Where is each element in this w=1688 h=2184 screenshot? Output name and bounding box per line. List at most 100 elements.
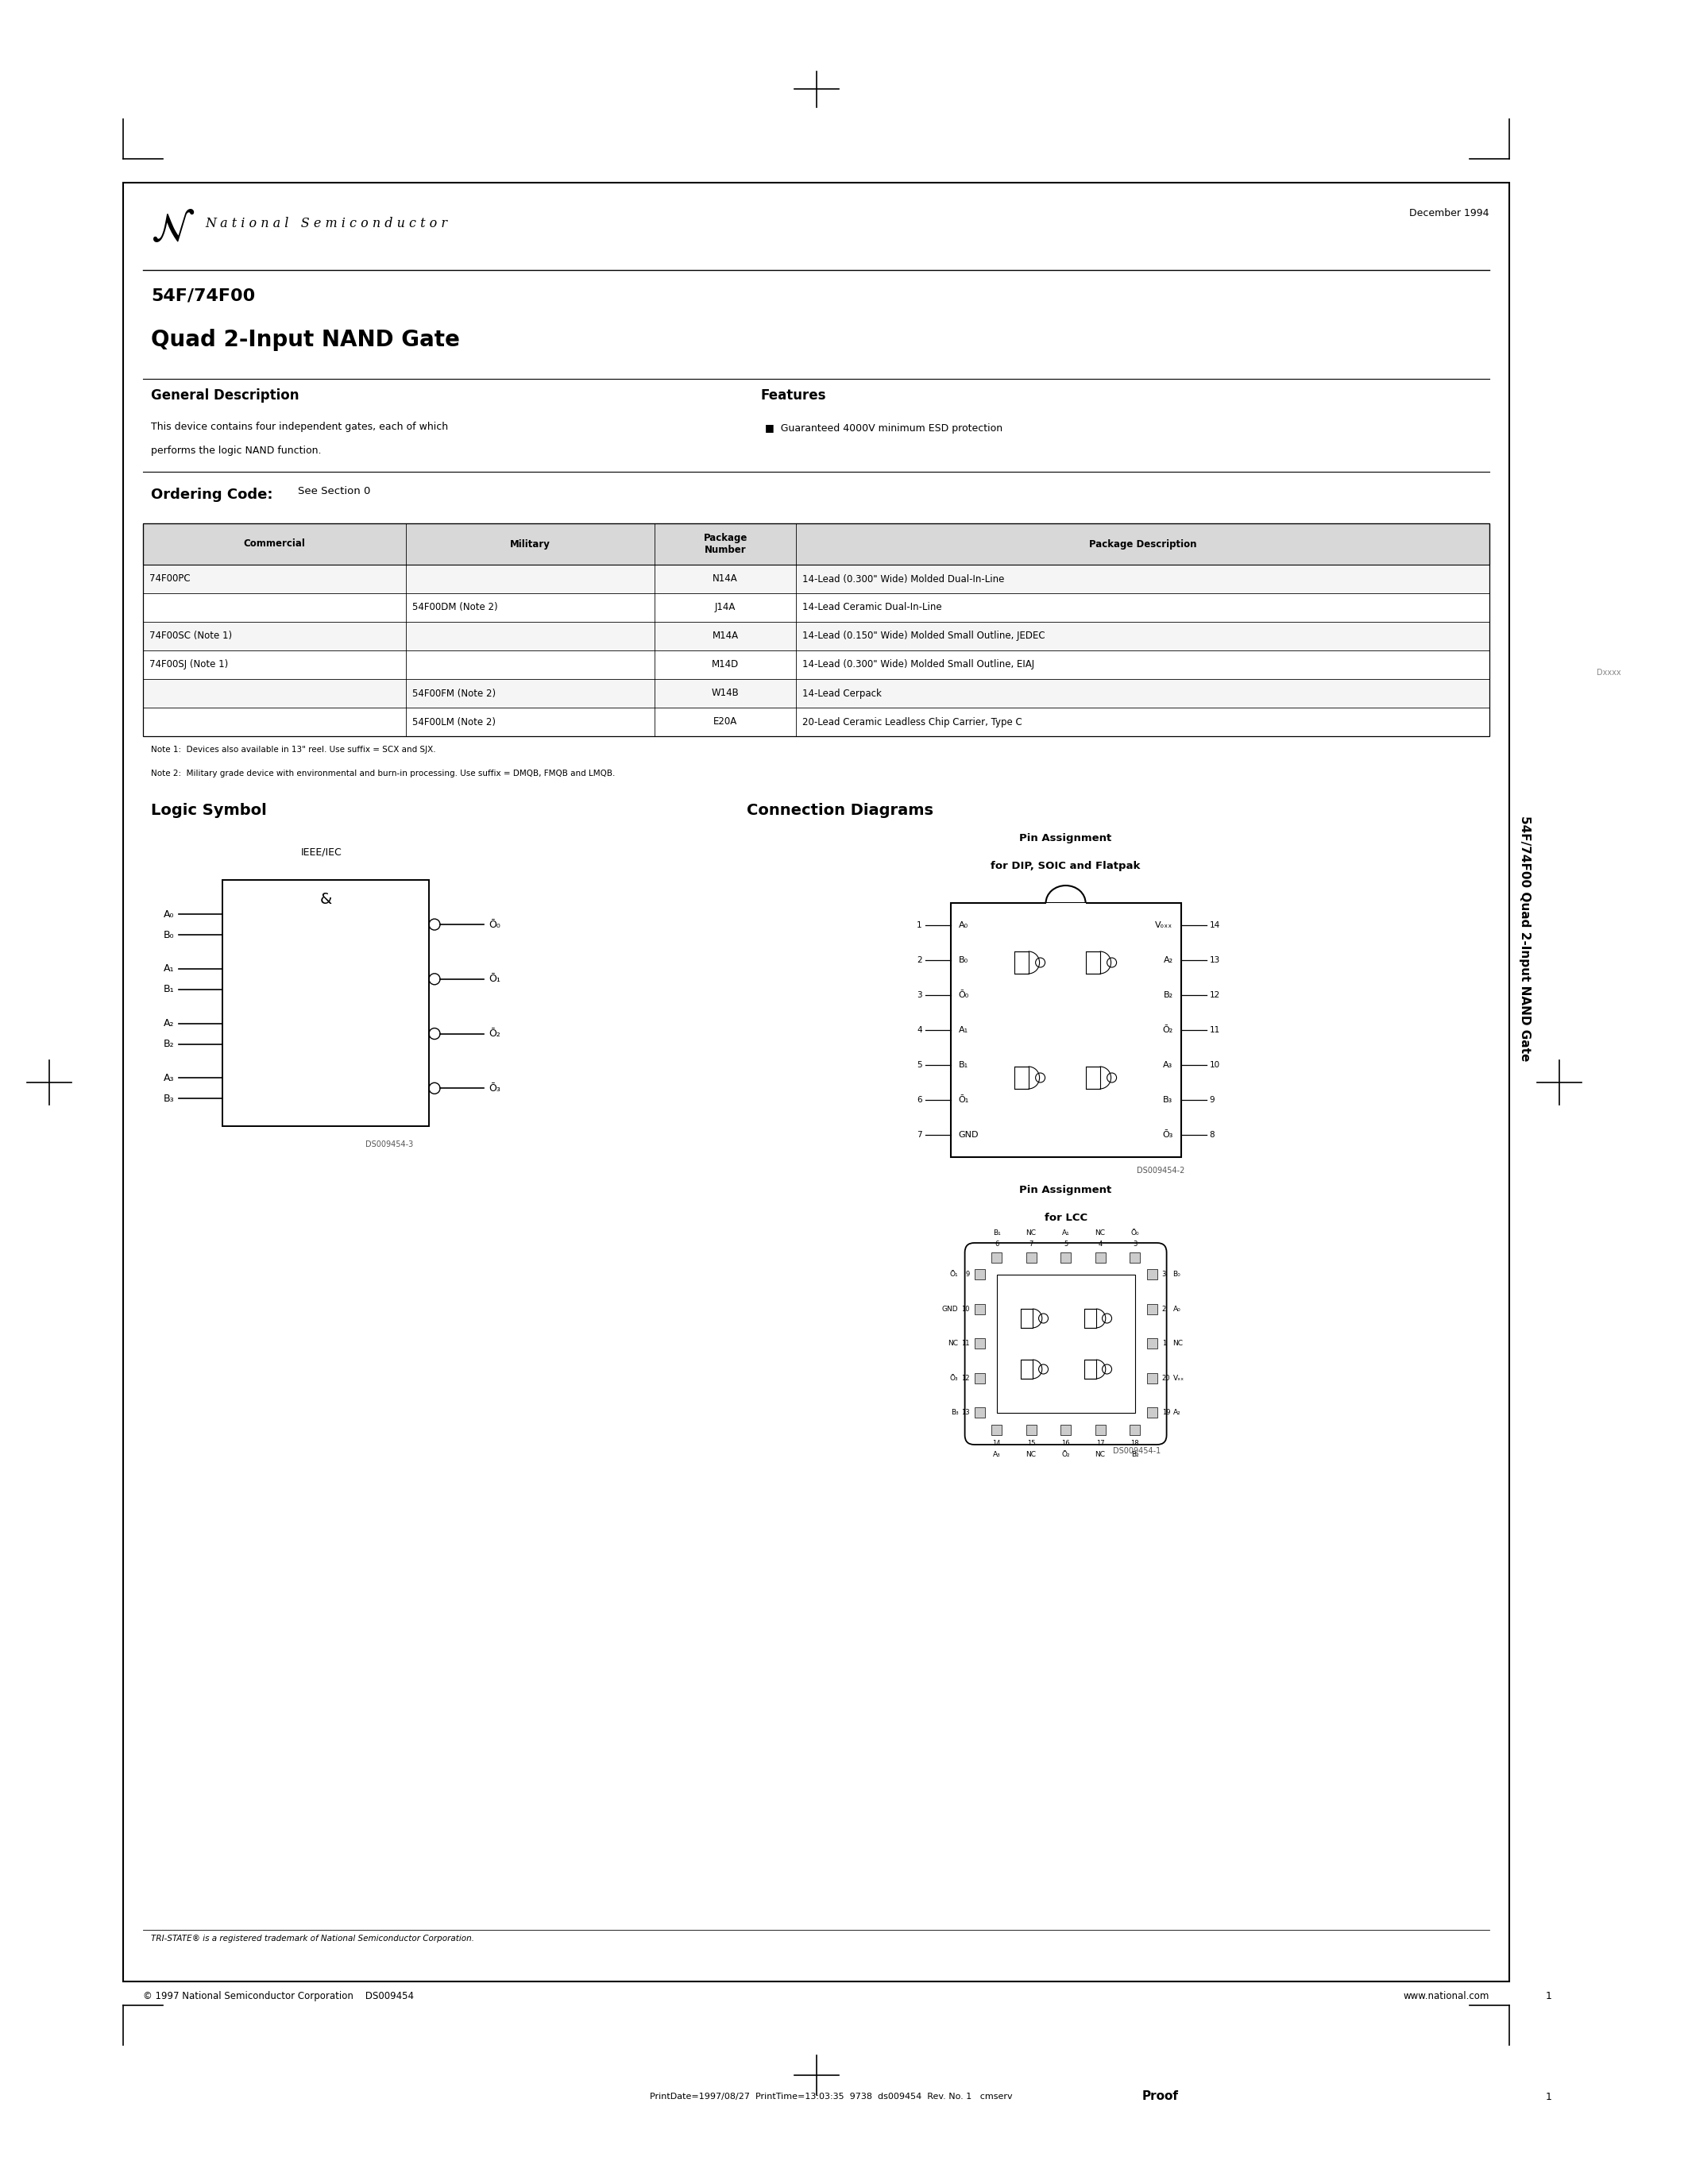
Text: This device contains four independent gates, each of which: This device contains four independent ga… <box>150 422 447 432</box>
Text: 74F00SJ (Note 1): 74F00SJ (Note 1) <box>149 660 228 670</box>
Text: TRI-STATE® is a registered trademark of National Semiconductor Corporation.: TRI-STATE® is a registered trademark of … <box>150 1935 474 1942</box>
Text: B₀: B₀ <box>164 930 174 939</box>
Bar <box>1060 1424 1070 1435</box>
Text: Pin Assignment: Pin Assignment <box>1020 1186 1112 1195</box>
Text: © 1997 National Semiconductor Corporation    DS009454: © 1997 National Semiconductor Corporatio… <box>143 1992 414 2001</box>
Text: B₁: B₁ <box>164 985 174 994</box>
Bar <box>950 902 1182 1158</box>
Text: 74F00PC: 74F00PC <box>149 574 191 583</box>
Text: 13: 13 <box>960 1409 969 1417</box>
Bar <box>1146 1269 1156 1280</box>
Text: Proof: Proof <box>1143 2090 1178 2103</box>
Text: 20-Lead Ceramic Leadless Chip Carrier, Type C: 20-Lead Ceramic Leadless Chip Carrier, T… <box>802 716 1023 727</box>
Text: 1: 1 <box>1546 1992 1553 2001</box>
Bar <box>1026 1424 1036 1435</box>
Text: Connection Diagrams: Connection Diagrams <box>746 804 933 819</box>
Bar <box>1129 1424 1139 1435</box>
Bar <box>1047 902 1085 919</box>
Text: A₁: A₁ <box>1062 1230 1070 1236</box>
Text: 14: 14 <box>993 1439 1001 1448</box>
Text: December 1994: December 1994 <box>1409 207 1489 218</box>
Bar <box>1021 1308 1033 1328</box>
Text: 4: 4 <box>917 1026 922 1033</box>
Text: 15: 15 <box>1026 1439 1035 1448</box>
Text: M14D: M14D <box>712 660 739 670</box>
Text: B₁: B₁ <box>959 1061 969 1068</box>
Text: Ō₀: Ō₀ <box>488 919 500 930</box>
Text: 12: 12 <box>1210 992 1220 998</box>
Text: 14-Lead (0.150" Wide) Molded Small Outline, JEDEC: 14-Lead (0.150" Wide) Molded Small Outli… <box>802 631 1045 642</box>
Text: B₃: B₃ <box>1163 1096 1173 1103</box>
Text: 13: 13 <box>1210 957 1220 963</box>
Text: Ō₁: Ō₁ <box>950 1271 959 1278</box>
Bar <box>143 566 1489 594</box>
Text: NC: NC <box>1026 1450 1036 1459</box>
Text: Package
Number: Package Number <box>704 533 748 555</box>
Text: 11: 11 <box>1210 1026 1220 1033</box>
Text: Logic Symbol: Logic Symbol <box>150 804 267 819</box>
Text: 10: 10 <box>1210 1061 1220 1068</box>
Text: Vₓₓ: Vₓₓ <box>1173 1374 1185 1382</box>
Text: A₃: A₃ <box>1163 1061 1173 1068</box>
Text: 9: 9 <box>966 1271 969 1278</box>
Text: Vₒₓₓ: Vₒₓₓ <box>1155 922 1173 928</box>
Text: 54F/74F00: 54F/74F00 <box>150 288 255 304</box>
Text: 9: 9 <box>1210 1096 1215 1103</box>
Text: 54F00LM (Note 2): 54F00LM (Note 2) <box>412 716 495 727</box>
Text: A₀: A₀ <box>164 909 174 919</box>
Text: Ō₃: Ō₃ <box>1163 1131 1173 1138</box>
Text: Commercial: Commercial <box>243 539 306 548</box>
Bar <box>1021 1361 1033 1378</box>
Bar <box>143 679 1489 708</box>
Text: Dxxxx: Dxxxx <box>1597 668 1620 677</box>
Text: A₂: A₂ <box>1163 957 1173 963</box>
Text: NC: NC <box>1026 1230 1036 1236</box>
Text: IEEE/IEC: IEEE/IEC <box>300 847 343 856</box>
Bar <box>1060 1251 1070 1262</box>
Bar <box>1096 1251 1106 1262</box>
Text: 5: 5 <box>1063 1241 1069 1247</box>
Bar <box>143 524 1489 566</box>
Bar <box>143 708 1489 736</box>
Bar <box>1084 1361 1096 1378</box>
Text: J14A: J14A <box>714 603 736 614</box>
Text: 18: 18 <box>1131 1439 1139 1448</box>
Text: Note 2:  Military grade device with environmental and burn-in processing. Use su: Note 2: Military grade device with envir… <box>150 769 614 778</box>
Text: 12: 12 <box>960 1374 969 1382</box>
Text: 3: 3 <box>917 992 922 998</box>
Text: www.national.com: www.national.com <box>1403 1992 1489 2001</box>
Text: 16: 16 <box>1062 1439 1070 1448</box>
Text: DS009454-2: DS009454-2 <box>1138 1166 1185 1175</box>
Text: 3: 3 <box>1133 1241 1138 1247</box>
Text: A₀: A₀ <box>1173 1306 1180 1313</box>
Text: Ō₃: Ō₃ <box>950 1374 959 1382</box>
Text: 54F00DM (Note 2): 54F00DM (Note 2) <box>412 603 498 614</box>
Text: B₁: B₁ <box>993 1230 1001 1236</box>
Text: E20A: E20A <box>714 716 738 727</box>
Text: 74F00SC (Note 1): 74F00SC (Note 1) <box>149 631 231 642</box>
Text: 54F00FM (Note 2): 54F00FM (Note 2) <box>412 688 495 699</box>
Text: GND: GND <box>959 1131 979 1138</box>
Text: Ō₁: Ō₁ <box>959 1096 969 1103</box>
Text: M14A: M14A <box>712 631 738 642</box>
Text: performs the logic NAND function.: performs the logic NAND function. <box>150 446 321 456</box>
Text: B₂: B₂ <box>1163 992 1173 998</box>
Text: 14-Lead Ceramic Dual-In-Line: 14-Lead Ceramic Dual-In-Line <box>802 603 942 614</box>
Text: A₃: A₃ <box>164 1072 174 1083</box>
Bar <box>1014 952 1028 974</box>
Text: A₂: A₂ <box>164 1018 174 1029</box>
Text: Package Description: Package Description <box>1089 539 1197 548</box>
Bar <box>991 1424 1001 1435</box>
Text: B₃: B₃ <box>950 1409 959 1417</box>
Text: B₀: B₀ <box>1173 1271 1180 1278</box>
Text: Ō₂: Ō₂ <box>488 1029 500 1040</box>
Text: DS009454-3: DS009454-3 <box>365 1140 414 1149</box>
Text: 14-Lead (0.300" Wide) Molded Small Outline, EIAJ: 14-Lead (0.300" Wide) Molded Small Outli… <box>802 660 1035 670</box>
Text: A₁: A₁ <box>164 963 174 974</box>
Bar <box>1084 1308 1096 1328</box>
Text: A₃: A₃ <box>993 1450 1001 1459</box>
Bar <box>1146 1409 1156 1417</box>
Bar <box>974 1409 984 1417</box>
Text: N a t i o n a l   S e m i c o n d u c t o r: N a t i o n a l S e m i c o n d u c t o … <box>204 216 447 229</box>
Text: Ordering Code:: Ordering Code: <box>150 487 273 502</box>
